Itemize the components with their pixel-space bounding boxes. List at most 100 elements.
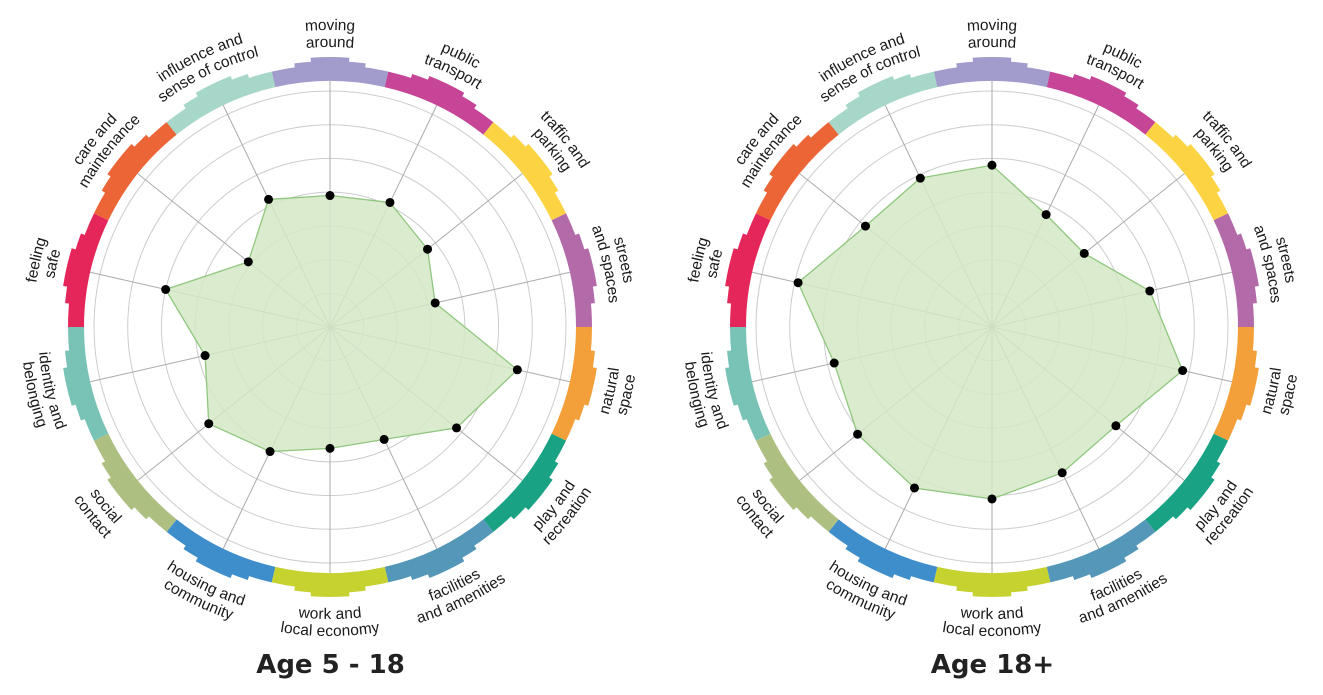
category-segment-step (524, 476, 553, 511)
category-label: safe (41, 247, 64, 279)
data-point (1111, 421, 1121, 431)
data-point (915, 173, 925, 183)
category-segment-step (725, 248, 739, 287)
data-point (325, 443, 335, 453)
data-point (853, 429, 863, 439)
category-segment-step (65, 350, 86, 421)
category-segment-step (107, 143, 136, 178)
category-segment-step (763, 460, 812, 520)
data-point (423, 244, 433, 254)
category-segment-step (427, 75, 465, 98)
category-segment-step (1236, 350, 1257, 421)
data-point (265, 447, 275, 457)
data-point (987, 494, 997, 504)
data-point (161, 284, 171, 294)
category-segment-step (763, 134, 812, 194)
category-label: local economy (279, 619, 380, 640)
data-point (204, 419, 214, 429)
category-segment-step (845, 544, 912, 580)
category-segment-step (524, 143, 553, 178)
category-segment-step (972, 56, 1012, 63)
data-point (512, 365, 522, 375)
category-segment-step (101, 460, 150, 520)
category-segment (755, 122, 839, 221)
category-segment (1046, 519, 1156, 583)
category-segment-step (101, 134, 150, 194)
category-label: work and (297, 604, 362, 623)
category-segment-step (510, 134, 559, 194)
chart-caption: Age 18+ (930, 650, 1055, 680)
data-point (379, 434, 389, 444)
category-segment-step (510, 460, 559, 520)
category-segment-step (1245, 248, 1259, 287)
category-segment (828, 71, 938, 135)
category-segment-step (583, 248, 597, 287)
category-segment-step (583, 367, 597, 406)
category-segment-step (574, 233, 595, 304)
category-ring (725, 56, 1259, 597)
category-label: safe (703, 247, 726, 279)
category-segment (1213, 213, 1254, 327)
category-label: work and (959, 604, 1024, 623)
category-label: moving (966, 17, 1017, 35)
category-segment (1213, 327, 1254, 441)
radar-chart-age-5-18: moving around public transport traffic and pa… (0, 0, 661, 695)
category-segment (551, 213, 592, 327)
category-segment-step (410, 544, 477, 580)
category-segment-step (727, 233, 748, 304)
category-segment-step (63, 367, 77, 406)
category-segment (828, 519, 938, 583)
category-segment-step (195, 75, 233, 98)
data-point (1079, 248, 1089, 258)
category-label: around (967, 34, 1016, 52)
category-segment-step (769, 143, 798, 178)
category-segment (1145, 122, 1229, 221)
category-segment-step (183, 544, 250, 580)
category-segment-step (63, 248, 77, 287)
chart-caption: Age 5 - 18 (256, 650, 405, 680)
category-segment (68, 327, 109, 441)
data-point (987, 160, 997, 170)
category-segment (93, 122, 177, 221)
category-segment-step (1186, 143, 1215, 178)
category-segment-step (1172, 134, 1221, 194)
category-segment-step (294, 60, 366, 69)
category-segment-step (1072, 74, 1139, 110)
category-segment-step (1072, 544, 1139, 580)
category-segment (551, 327, 592, 441)
category-segment (755, 433, 839, 532)
category-segment (166, 71, 276, 135)
data-point (1057, 468, 1067, 478)
radar-chart-age-18-plus: moving around public transport traffic and pa… (662, 0, 1323, 695)
category-segment-step (1245, 367, 1259, 406)
category-segment-step (725, 367, 739, 406)
category-segment (166, 519, 276, 583)
category-segment (271, 65, 389, 88)
category-segment-step (183, 74, 250, 110)
category-segment (384, 519, 494, 583)
data-point (1145, 286, 1155, 296)
data-point (200, 351, 210, 361)
data-point (909, 483, 919, 493)
category-label: moving (304, 17, 355, 35)
data-point (793, 278, 803, 288)
category-segment (730, 327, 771, 441)
category-segment (483, 122, 567, 221)
data-point (860, 221, 870, 231)
category-segment-step (310, 591, 350, 597)
category-segment-step (769, 476, 798, 511)
category-segment-step (1089, 75, 1127, 98)
category-segment-step (1089, 556, 1127, 579)
category-segment-step (1186, 476, 1215, 511)
category-segment-step (574, 350, 595, 421)
category-segment-step (727, 350, 748, 421)
category-segment (68, 213, 109, 327)
category-segment-step (857, 75, 895, 98)
category-label: around (305, 34, 354, 52)
data-area (797, 164, 1184, 500)
category-segment-step (107, 476, 136, 511)
category-segment-step (956, 60, 1028, 69)
category-segment-step (427, 556, 465, 579)
